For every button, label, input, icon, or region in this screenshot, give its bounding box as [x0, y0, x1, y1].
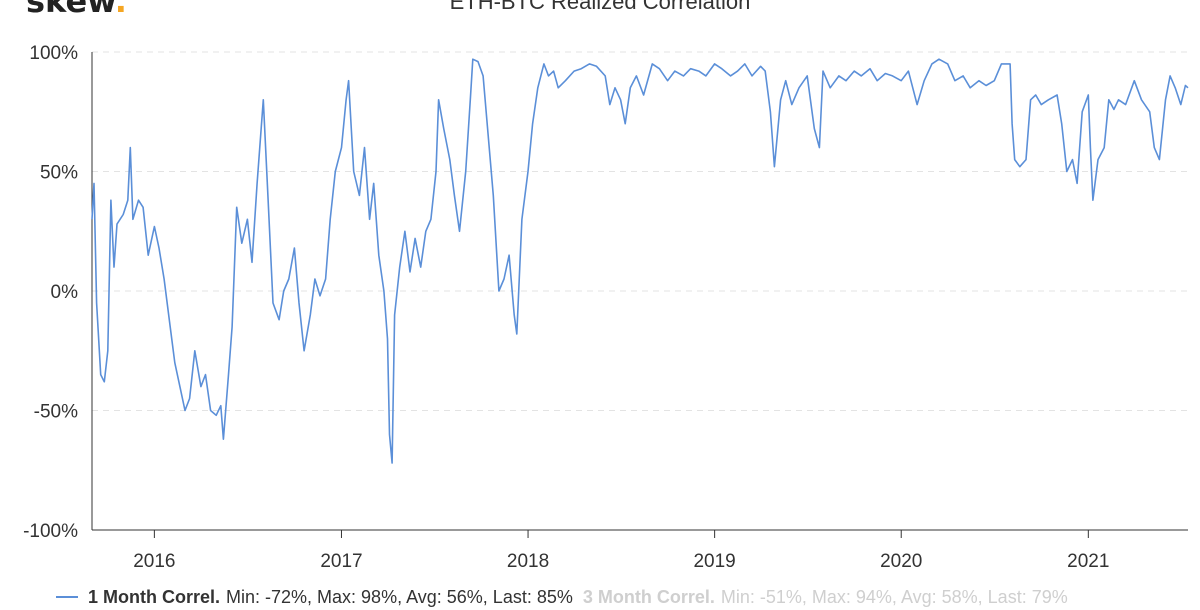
- legend: 1 Month Correl. Min: -72%, Max: 98%, Avg:…: [56, 587, 1068, 607]
- legend-stats-1m: Min: -72%, Max: 98%, Avg: 56%, Last: 85%: [226, 587, 573, 607]
- legend-name-1m: 1 Month Correl.: [88, 587, 220, 607]
- x-tick-label: 2019: [693, 551, 735, 572]
- y-tick-label: 50%: [40, 163, 78, 184]
- series-layer: [91, 58, 1189, 464]
- logo-dot: .: [115, 0, 127, 20]
- y-tick-label: 0%: [51, 282, 79, 303]
- x-tick-label: 2018: [507, 551, 549, 572]
- y-tick-label: -100%: [23, 521, 78, 542]
- x-axis-ticks: 2016 2017 2018 2019 2020 2021: [133, 530, 1109, 572]
- x-tick-label: 2021: [1067, 551, 1109, 572]
- x-tick-label: 2016: [133, 551, 175, 572]
- gridlines: [92, 51, 1188, 411]
- chart-title: ETH-BTC Realized Correlation: [450, 0, 751, 14]
- legend-name-3m[interactable]: 3 Month Correl.: [583, 587, 715, 607]
- y-tick-label: 100%: [29, 43, 78, 64]
- legend-stats-3m: Min: -51%, Max: 94%, Avg: 58%, Last: 79%: [721, 587, 1068, 607]
- y-tick-label: -50%: [34, 402, 78, 423]
- x-tick-label: 2020: [880, 551, 922, 572]
- y-axis-labels: 100% 50% 0% -50% -100%: [23, 43, 78, 542]
- skew-logo: skew.: [26, 0, 127, 20]
- series-line-1-month-correl[interactable]: [91, 58, 1189, 464]
- x-tick-label: 2017: [320, 551, 362, 572]
- legend-entry-1m[interactable]: 1 Month Correl. Min: -72%, Max: 98%, Avg:…: [88, 587, 1068, 607]
- logo-text: skew: [26, 0, 116, 20]
